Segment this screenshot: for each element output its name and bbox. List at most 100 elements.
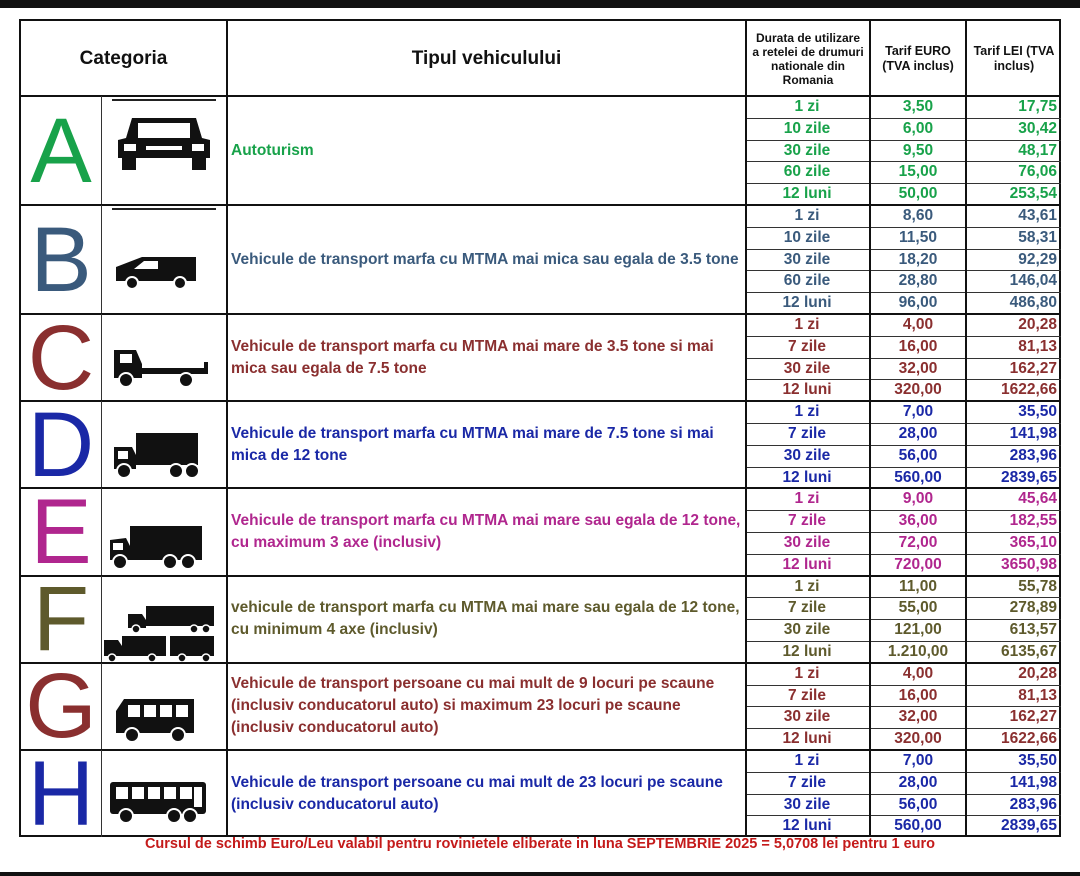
row-divider: [745, 117, 1061, 119]
row-divider: [745, 553, 1061, 555]
duration-cell: 30 zile: [783, 533, 831, 551]
tariff-lei-cell: 283,96: [1009, 795, 1057, 813]
tariff-eur-cell: 28,00: [898, 773, 938, 791]
tariff-row: 1 zi 4,00 20,28: [745, 663, 1061, 685]
letter-icon-divider: [101, 575, 102, 663]
row-divider: [745, 640, 1061, 642]
duration-cell: 30 zile: [783, 708, 831, 726]
tariff-row: 10 zile 6,00 30,42: [745, 117, 1061, 140]
vehicle-description: Vehicule de transport persoane cu mai mu…: [231, 675, 715, 737]
duration-cell: 1 zi: [794, 664, 820, 682]
tariff-row: 12 luni 50,00 253,54: [745, 183, 1061, 205]
tariff-eur-cell: 32,00: [898, 359, 938, 377]
duration-cell: 1 zi: [794, 403, 820, 421]
tariff-eur-cell: 16,00: [898, 686, 938, 704]
tariff-lei-cell: 613,57: [1009, 621, 1057, 639]
truck-trailer-icon: [102, 576, 226, 663]
tariff-row: 60 zile 28,80 146,04: [745, 270, 1061, 292]
vehicle-description: Vehicule de transport marfa cu MTMA mai …: [231, 424, 714, 464]
tariff-row: 60 zile 15,00 76,06: [745, 161, 1061, 183]
tariff-rows: 1 zi 7,00 35,50 7 zile 28,00 141,98 30 zile 56,…: [745, 750, 1061, 837]
tariff-eur-cell: 28,00: [898, 424, 938, 442]
tariff-lei-cell: 43,61: [1018, 207, 1057, 224]
vehicle-description: Vehicule de transport marfa cu MTMA mai …: [231, 337, 714, 377]
duration-cell: 1 zi: [794, 490, 820, 508]
row-divider: [745, 161, 1061, 163]
category-letter: A: [30, 99, 92, 202]
row-divider: [745, 793, 1061, 795]
tariff-eur-cell: 320,00: [894, 730, 942, 748]
duration-cell: 7 zile: [788, 512, 826, 530]
tariff-row: 30 zile 18,20 92,29: [745, 248, 1061, 271]
category-divider: [21, 400, 1061, 403]
tariff-eur-cell: 32,00: [898, 708, 938, 726]
duration-cell: 12 luni: [782, 730, 832, 748]
tariff-row: 1 zi 11,00 55,78: [745, 576, 1061, 598]
tariff-eur-cell: 9,50: [902, 141, 934, 159]
tariff-eur-cell: 3,50: [902, 98, 934, 115]
row-divider: [745, 357, 1061, 359]
category-group-b: B Vehicule de transport marfa cu MTMA mai…: [21, 205, 1061, 314]
row-divider: [745, 226, 1061, 228]
category-group-g: G Vehicule de transport persoane cu mai m…: [21, 660, 1061, 752]
tariff-lei-cell: 146,04: [1009, 272, 1057, 290]
tariff-eur-cell: 36,00: [898, 512, 938, 530]
vehicle-description: Vehicule de transport persoane cu mai mu…: [231, 773, 723, 813]
tariff-row: 1 zi 4,00 20,28: [745, 314, 1061, 336]
tariff-row: 1 zi 8,60 43,61: [745, 205, 1061, 227]
tariff-eur-cell: 7,00: [902, 403, 934, 421]
tariff-lei-cell: 58,31: [1018, 228, 1057, 246]
duration-cell: 60 zile: [783, 163, 831, 181]
divider-duration: [745, 21, 747, 837]
tariff-eur-cell: 720,00: [894, 555, 942, 573]
duration-cell: 12 luni: [782, 381, 832, 399]
tariff-rows: 1 zi 8,60 43,61 10 zile 11,50 58,31 30 zile 18,…: [745, 205, 1061, 314]
tariff-eur-cell: 560,00: [894, 817, 942, 835]
header-duration: Durata de utilizare a retelei de drumuri…: [752, 30, 864, 87]
vehicle-description: Autoturism: [231, 141, 314, 159]
duration-cell: 12 luni: [782, 642, 832, 660]
tariff-lei-cell: 17,75: [1018, 98, 1057, 115]
tariff-lei-cell: 162,27: [1009, 359, 1057, 377]
tariff-lei-cell: 76,06: [1018, 163, 1057, 181]
duration-cell: 1 zi: [794, 752, 820, 769]
tariff-eur-cell: 9,00: [902, 490, 934, 508]
bus-icon: [102, 750, 226, 837]
duration-cell: 10 zile: [783, 119, 831, 137]
tariff-eur-cell: 18,20: [898, 250, 938, 268]
category-divider: [21, 574, 1061, 577]
category-group-e: E Vehicule de transport marfa cu MTMA mai…: [21, 486, 1061, 578]
duration-cell: 7 zile: [788, 424, 826, 442]
divider-category: [226, 21, 228, 837]
tariff-row: 30 zile 32,00 162,27: [745, 357, 1061, 380]
tariff-row: 1 zi 7,00 35,50: [745, 401, 1061, 423]
tariff-row: 12 luni 1.210,00 6135,67: [745, 640, 1061, 663]
tariff-lei-cell: 45,64: [1018, 490, 1057, 508]
tariff-eur-cell: 15,00: [898, 163, 938, 181]
tariff-lei-cell: 48,17: [1018, 141, 1057, 159]
row-divider: [745, 270, 1061, 272]
tariff-row: 30 zile 56,00 283,96: [745, 444, 1061, 467]
vehicle-description: vehicule de transport marfa cu MTMA mai …: [231, 599, 740, 639]
duration-cell: 30 zile: [783, 141, 831, 159]
flatbed-truck-icon: [102, 314, 226, 401]
row-divider: [745, 379, 1061, 381]
van-icon: [102, 205, 226, 314]
letter-icon-divider: [101, 205, 102, 314]
category-letter: B: [30, 208, 92, 311]
tariff-row: 7 zile 28,00 141,98: [745, 422, 1061, 445]
tariff-rows: 1 zi 9,00 45,64 7 zile 36,00 182,55 30 zile 72,…: [745, 488, 1061, 575]
duration-cell: 7 zile: [788, 337, 826, 355]
tariff-row: 7 zile 16,00 81,13: [745, 684, 1061, 707]
tariff-lei-cell: 486,80: [1009, 294, 1057, 312]
tariff-lei-cell: 1622,66: [1000, 381, 1057, 399]
tariff-eur-cell: 96,00: [898, 294, 938, 312]
tariff-eur-cell: 121,00: [894, 621, 942, 639]
minibus-icon: [102, 663, 226, 750]
row-divider: [745, 335, 1061, 337]
tariff-lei-cell: 2839,65: [1000, 468, 1057, 486]
tariff-lei-cell: 162,27: [1009, 708, 1057, 726]
header-vehicle-type: Tipul vehiculului: [411, 47, 562, 69]
category-group-h: H Vehicule de transport persoane cu mai m…: [21, 747, 1061, 840]
tariff-rows: 1 zi 7,00 35,50 7 zile 28,00 141,98 30 zile 56,…: [745, 401, 1061, 488]
